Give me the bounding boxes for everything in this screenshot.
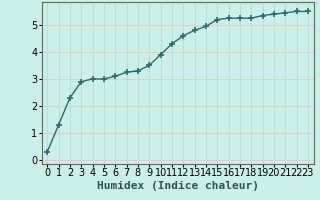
X-axis label: Humidex (Indice chaleur): Humidex (Indice chaleur) bbox=[97, 181, 259, 191]
